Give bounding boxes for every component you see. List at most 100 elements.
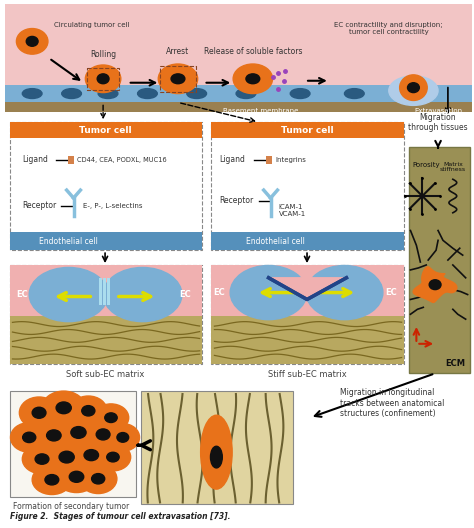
Ellipse shape — [95, 444, 131, 471]
Ellipse shape — [70, 396, 107, 426]
Text: EC contractility and disruption;
tumor cell contractility: EC contractility and disruption; tumor c… — [335, 22, 443, 35]
Text: EC: EC — [179, 290, 191, 299]
FancyBboxPatch shape — [68, 156, 73, 164]
Ellipse shape — [98, 89, 118, 99]
Ellipse shape — [93, 404, 129, 431]
Text: Basement membrane: Basement membrane — [223, 108, 299, 115]
Ellipse shape — [45, 440, 88, 474]
Ellipse shape — [246, 74, 260, 84]
Ellipse shape — [83, 419, 123, 450]
Ellipse shape — [33, 420, 74, 451]
Ellipse shape — [17, 29, 48, 54]
FancyBboxPatch shape — [265, 156, 272, 164]
Ellipse shape — [56, 461, 97, 493]
Ellipse shape — [389, 76, 438, 106]
Text: E-, P-, L-selectins: E-, P-, L-selectins — [83, 203, 143, 209]
Ellipse shape — [23, 432, 36, 442]
FancyBboxPatch shape — [9, 265, 201, 363]
Text: Extravasation: Extravasation — [414, 108, 462, 115]
FancyBboxPatch shape — [5, 102, 472, 112]
FancyBboxPatch shape — [5, 4, 472, 107]
Text: Formation of secondary tumor: Formation of secondary tumor — [13, 503, 130, 512]
FancyBboxPatch shape — [9, 316, 201, 363]
Ellipse shape — [71, 427, 86, 438]
Ellipse shape — [230, 266, 307, 319]
Ellipse shape — [106, 423, 139, 451]
FancyBboxPatch shape — [9, 232, 201, 250]
Ellipse shape — [26, 36, 38, 46]
Ellipse shape — [22, 89, 42, 99]
Ellipse shape — [71, 439, 112, 471]
Ellipse shape — [201, 415, 232, 489]
Ellipse shape — [84, 450, 99, 460]
Ellipse shape — [117, 432, 128, 442]
Ellipse shape — [10, 422, 48, 452]
Ellipse shape — [22, 444, 62, 474]
FancyBboxPatch shape — [9, 391, 136, 497]
Ellipse shape — [32, 407, 46, 418]
Ellipse shape — [233, 64, 273, 93]
Text: Migration
through tissues: Migration through tissues — [408, 112, 468, 132]
Text: ECM: ECM — [446, 360, 465, 369]
Ellipse shape — [236, 89, 256, 99]
Text: Figure 2.  Stages of tumour cell extravasation [73].: Figure 2. Stages of tumour cell extravas… — [9, 512, 230, 521]
Text: Receptor: Receptor — [219, 196, 254, 205]
FancyBboxPatch shape — [103, 278, 106, 305]
Ellipse shape — [80, 464, 117, 494]
Ellipse shape — [408, 83, 419, 92]
Ellipse shape — [82, 406, 95, 416]
Polygon shape — [413, 267, 457, 303]
Ellipse shape — [187, 89, 207, 99]
Text: Stiff sub-EC matrix: Stiff sub-EC matrix — [268, 371, 346, 380]
Ellipse shape — [210, 446, 222, 468]
Text: Rolling: Rolling — [90, 50, 116, 59]
Text: Circulating tumor cell: Circulating tumor cell — [54, 22, 129, 27]
Ellipse shape — [57, 416, 100, 449]
FancyBboxPatch shape — [99, 278, 101, 305]
FancyBboxPatch shape — [5, 84, 472, 105]
FancyBboxPatch shape — [140, 391, 293, 504]
FancyBboxPatch shape — [409, 147, 470, 373]
Ellipse shape — [171, 74, 185, 84]
Ellipse shape — [35, 454, 49, 464]
Ellipse shape — [42, 391, 85, 425]
Text: EC: EC — [385, 288, 397, 297]
FancyBboxPatch shape — [211, 316, 403, 363]
Text: Ligand: Ligand — [22, 155, 48, 164]
Ellipse shape — [29, 268, 108, 322]
Text: Arrest: Arrest — [166, 47, 190, 56]
Ellipse shape — [46, 430, 61, 441]
Ellipse shape — [59, 451, 74, 463]
Text: Release of soluble factors: Release of soluble factors — [204, 47, 302, 56]
Text: EC: EC — [17, 290, 28, 299]
Text: EC: EC — [213, 288, 225, 297]
Ellipse shape — [62, 89, 82, 99]
Text: Ligand: Ligand — [219, 155, 245, 164]
Ellipse shape — [69, 472, 84, 482]
FancyBboxPatch shape — [9, 265, 201, 316]
Text: Porosity: Porosity — [412, 162, 440, 167]
Text: Integrins: Integrins — [275, 157, 306, 163]
Ellipse shape — [400, 75, 427, 100]
Ellipse shape — [56, 402, 71, 414]
FancyBboxPatch shape — [211, 122, 403, 250]
Ellipse shape — [429, 280, 441, 290]
Ellipse shape — [103, 268, 182, 322]
Ellipse shape — [158, 64, 198, 93]
Ellipse shape — [19, 397, 59, 429]
Text: Matrix
stiffness: Matrix stiffness — [440, 162, 466, 172]
Ellipse shape — [345, 89, 364, 99]
Text: CD44, CEA, PODXL, MUC16: CD44, CEA, PODXL, MUC16 — [77, 157, 167, 163]
Text: Endothelial cell: Endothelial cell — [246, 237, 305, 246]
Ellipse shape — [91, 474, 105, 484]
Ellipse shape — [107, 452, 119, 462]
Text: Soft sub-EC matrix: Soft sub-EC matrix — [66, 371, 144, 380]
FancyBboxPatch shape — [211, 265, 403, 363]
Polygon shape — [269, 278, 346, 299]
FancyBboxPatch shape — [211, 122, 403, 138]
Ellipse shape — [45, 475, 59, 485]
Ellipse shape — [32, 465, 72, 495]
FancyBboxPatch shape — [211, 232, 403, 250]
Ellipse shape — [97, 74, 109, 84]
Text: Receptor: Receptor — [22, 201, 56, 210]
